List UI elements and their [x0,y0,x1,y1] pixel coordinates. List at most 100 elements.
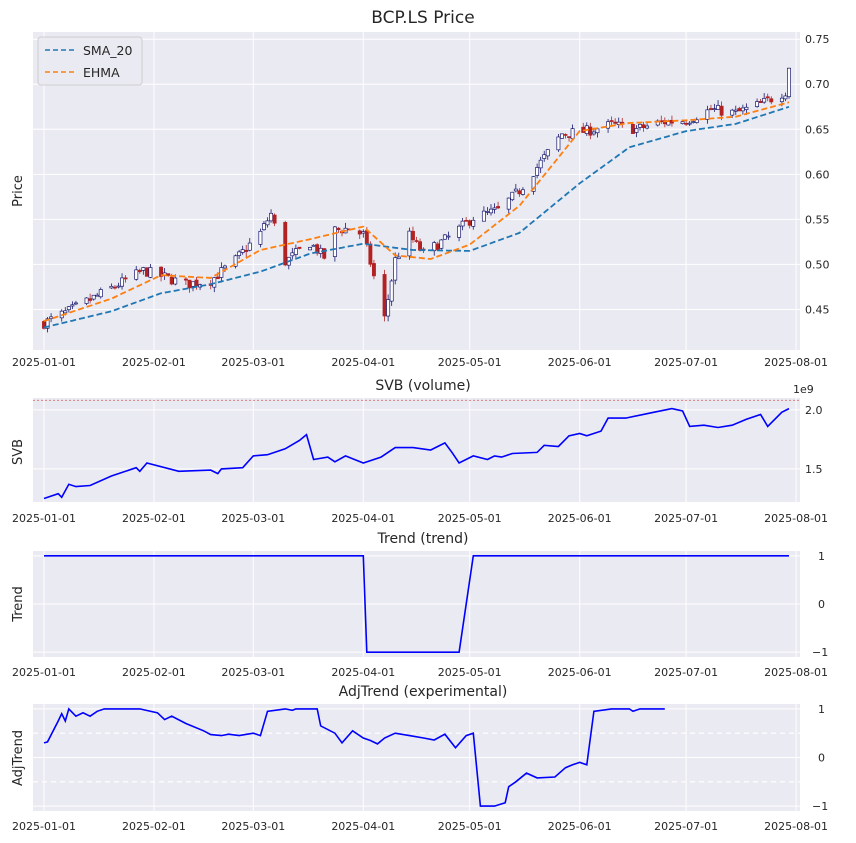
candle-body [411,230,415,241]
sma-20-line [43,105,790,329]
candle-body [215,276,220,280]
adjtrend-ytick: −1 [812,800,828,813]
svb-ytick: 1.5 [805,463,823,476]
candle-body [442,234,447,240]
candle-body [364,230,369,245]
price-ytick: 0.60 [805,168,830,181]
candle-body [45,318,50,329]
candle-body [787,67,791,98]
candle-body [744,106,749,110]
adjtrend-xtick: 2025-04-01 [331,820,395,833]
candle-body [634,128,639,133]
trend-ytick: 1 [818,550,825,563]
candle-body [779,97,784,103]
candle-body [719,105,724,116]
candle-body [262,223,266,231]
price-xtick: 2025-07-01 [654,356,718,369]
candle-body [95,294,100,297]
candle-body [506,197,511,210]
svb-offset-text: 1e9 [793,383,814,396]
candle-body [517,190,522,195]
trend-xtick: 2025-05-01 [438,666,502,679]
candle-body [538,159,543,169]
svb-xtick: 2025-04-01 [331,512,395,525]
candle-body [588,126,593,136]
candle-body [737,108,742,112]
svb-panel: SVB (volume) 1e9 1.5 2.0 2025-01-01 2025… [11,378,828,525]
price-xtick: 2025-01-01 [12,356,76,369]
ehma-line [43,101,790,323]
svb-title: SVB (volume) [375,378,470,394]
price-xtick: 2025-04-01 [331,356,395,369]
candle-body [645,125,650,129]
price-xticks: 2025-01-01 2025-02-01 2025-03-01 2025-04… [12,356,828,369]
svb-yticks: 1.5 2.0 [805,404,823,476]
candle-body [173,277,178,285]
price-legend: SMA_20 EHMA [37,36,143,86]
candle-body [684,122,689,125]
trend-panel: Trend (trend) 1 0 −1 2025-01-01 2025-02-… [11,531,828,679]
svb-plot-area [33,398,800,502]
candle-body [730,109,735,116]
adjtrend-line [43,707,665,807]
trend-xtick: 2025-01-01 [12,666,76,679]
adjtrend-xtick: 2025-01-01 [12,820,76,833]
price-panel: BCP.LS Price 0.45 0.50 0.55 0.60 0.65 0.… [11,8,830,369]
candle-body [233,255,238,267]
adjtrend-xtick: 2025-03-01 [221,820,285,833]
candle-body [595,128,600,134]
price-ytick: 0.65 [805,123,830,136]
candle-body [169,276,174,285]
price-lines [43,101,790,329]
trend-xticks: 2025-01-01 2025-02-01 2025-03-01 2025-04… [12,666,828,679]
candle-body [113,286,117,289]
price-yticks: 0.45 0.50 0.55 0.60 0.65 0.70 0.75 [805,33,830,316]
candle-body [283,222,288,266]
price-ytick: 0.75 [805,33,830,46]
candle-body [361,231,366,234]
svb-xtick: 2025-06-01 [548,512,612,525]
candle-body [567,136,571,138]
candle-body [386,299,391,317]
candle-body [308,246,313,251]
candle-body [783,95,788,100]
candle-body [481,210,486,222]
trend-xtick: 2025-02-01 [122,666,186,679]
candle-body [489,208,493,214]
candle-body [269,212,273,222]
candle-body [98,289,103,298]
candle-body [84,297,89,304]
candle-body [240,249,245,253]
candle-body [535,167,540,176]
candle-body [691,121,696,123]
price-xtick: 2025-05-01 [438,356,502,369]
candle-body [166,273,171,276]
candle-body [769,98,774,103]
candle-body [709,108,713,110]
candle-body [531,176,536,192]
candle-body [258,230,263,245]
candle-body [389,280,394,302]
candle-body [141,267,146,271]
adjtrend-xtick: 2025-05-01 [438,820,502,833]
trend-xtick: 2025-06-01 [548,666,612,679]
svb-line [43,407,790,500]
candle-body [755,101,760,107]
trend-xtick: 2025-03-01 [221,666,285,679]
candle-body [694,119,699,123]
price-xtick: 2025-08-01 [764,356,828,369]
candle-body [183,278,188,281]
price-grid [33,32,800,350]
candle-body [66,306,71,311]
trend-line [44,554,789,654]
adjtrend-xtick: 2025-06-01 [548,820,612,833]
trend-lines [44,554,789,654]
adjtrend-ylabel: AdjTrend [11,730,26,786]
candle-body [290,252,295,257]
candle-body [418,241,422,251]
adjtrend-grid [33,704,800,811]
trend-title: Trend (trend) [377,531,469,547]
candle-body [687,122,692,125]
price-xtick: 2025-06-01 [548,356,612,369]
